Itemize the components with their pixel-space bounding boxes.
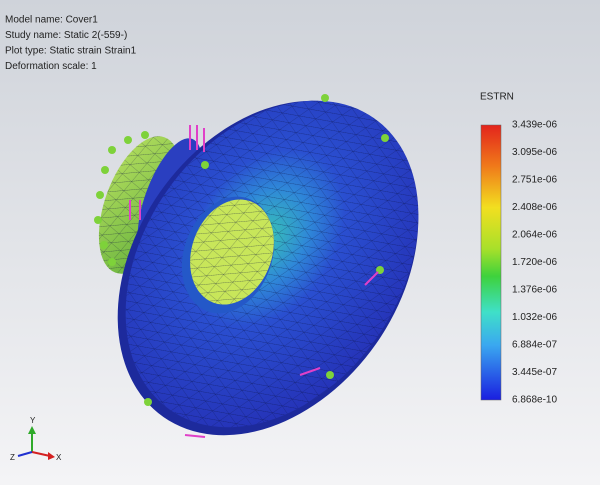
color-bar (480, 124, 502, 401)
legend-label: 6.884e-07 (512, 340, 557, 351)
legend-label: 3.445e-07 (512, 367, 557, 378)
info-line: Deformation scale: 1 (5, 61, 97, 72)
legend-label: 2.064e-06 (512, 230, 557, 241)
triad: Y X Z (10, 416, 62, 462)
info-line: Study name: Static 2(-559-) (5, 30, 127, 41)
legend-label: 3.095e-06 (512, 147, 557, 158)
info-line: Model name: Cover1 (5, 15, 98, 26)
legend-label: 6.868e-10 (512, 395, 557, 406)
triad-z: Z (10, 453, 15, 462)
legend-label: 2.408e-06 (512, 202, 557, 213)
legend-label: 1.032e-06 (512, 312, 557, 323)
legend-labels: 3.439e-06 3.095e-06 2.751e-06 2.408e-06 2.06… (512, 120, 557, 406)
legend-label: 2.751e-06 (512, 175, 557, 186)
legend-label: 1.720e-06 (512, 257, 557, 268)
triad-y: Y (30, 416, 36, 425)
legend-title: ESTRN (480, 92, 514, 103)
info-line: Plot type: Static strain Strain1 (5, 46, 137, 57)
info-block: Model name: Cover1 Study name: Static 2(-… (5, 15, 137, 73)
model (94, 94, 419, 438)
triad-x: X (56, 453, 62, 462)
legend-label: 3.439e-06 (512, 120, 557, 131)
legend-label: 1.376e-06 (512, 285, 557, 296)
